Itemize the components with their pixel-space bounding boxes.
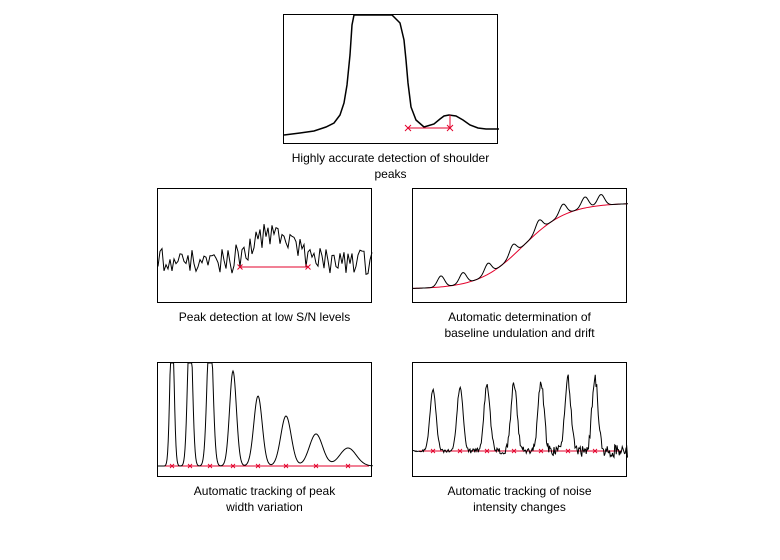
panel-snr-box	[157, 188, 372, 303]
baseline-chart	[413, 189, 628, 304]
noise-chart	[413, 363, 628, 478]
shoulder-chart	[284, 15, 499, 145]
figure-container: Highly accurate detection of shoulder pe…	[0, 0, 780, 560]
panel-noise-box	[412, 362, 627, 477]
panel-shoulder-box	[283, 14, 498, 144]
panel-snr-caption: Peak detection at low S/N levels	[157, 309, 372, 325]
panel-width-box	[157, 362, 372, 477]
panel-width: Automatic tracking of peakwidth variatio…	[157, 362, 372, 515]
width-chart	[158, 363, 373, 478]
panel-baseline-box	[412, 188, 627, 303]
panel-shoulder: Highly accurate detection of shoulder pe…	[283, 14, 498, 182]
panel-noise: Automatic tracking of noiseintensity cha…	[412, 362, 627, 515]
panel-width-caption: Automatic tracking of peakwidth variatio…	[157, 483, 372, 515]
panel-baseline: Automatic determination ofbaseline undul…	[412, 188, 627, 341]
snr-chart	[158, 189, 373, 304]
panel-noise-caption: Automatic tracking of noiseintensity cha…	[412, 483, 627, 515]
panel-baseline-caption: Automatic determination ofbaseline undul…	[412, 309, 627, 341]
panel-snr: Peak detection at low S/N levels	[157, 188, 372, 325]
panel-shoulder-caption: Highly accurate detection of shoulder pe…	[283, 150, 498, 182]
